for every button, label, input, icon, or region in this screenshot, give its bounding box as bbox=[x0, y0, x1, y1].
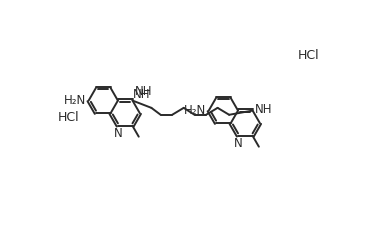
Text: NH: NH bbox=[255, 103, 272, 116]
Text: NH: NH bbox=[134, 85, 152, 98]
Text: H₂N: H₂N bbox=[184, 104, 206, 117]
Text: HCl: HCl bbox=[298, 49, 319, 62]
Text: N: N bbox=[234, 137, 242, 150]
Text: HCl: HCl bbox=[57, 111, 79, 124]
Text: NH: NH bbox=[133, 88, 151, 101]
Text: N: N bbox=[113, 127, 122, 140]
Text: H₂N: H₂N bbox=[64, 94, 86, 107]
